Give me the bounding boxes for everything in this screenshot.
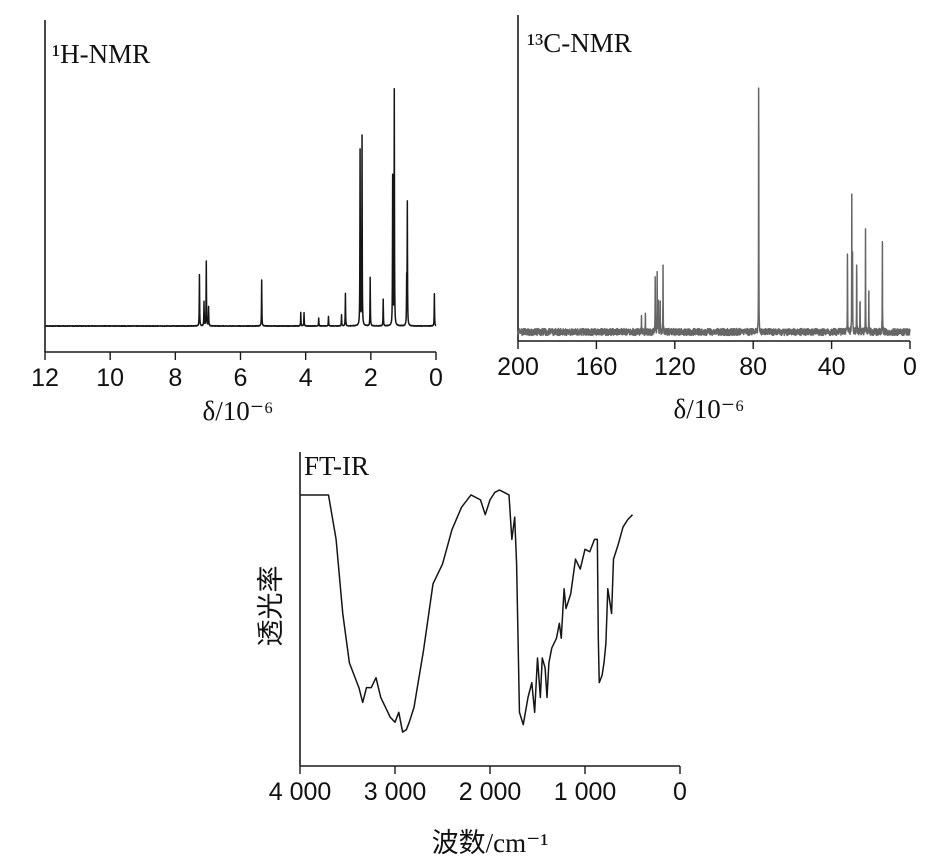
ft-ir-x-axis-label: 波数/cm⁻¹ <box>432 828 549 858</box>
ft-ir-title: FT-IR <box>304 451 369 481</box>
x-tick-label: 4 <box>299 364 313 392</box>
x-tick-label: 2 <box>364 364 378 392</box>
ft-ir-panel: FT-IR 透光率 波数/cm⁻¹ 4 000 3 000 2 000 1 000 0 <box>240 430 710 863</box>
h-nmr-title: ¹H-NMR <box>52 39 150 69</box>
x-tick-label: 120 <box>654 353 696 381</box>
ft-ir-spectrum-trace <box>300 489 634 733</box>
c-nmr-x-axis-label: δ/10⁻⁶ <box>674 394 745 424</box>
x-tick-label: 0 <box>429 364 443 392</box>
x-tick-label: 1 000 <box>554 778 617 806</box>
h-nmr-panel: ¹H-NMR δ/10⁻⁶ 12 10 8 6 4 2 0 <box>0 0 470 430</box>
x-tick-label: 6 <box>234 364 248 392</box>
h-nmr-x-axis-label: δ/10⁻⁶ <box>203 396 274 426</box>
x-tick-label: 200 <box>497 353 539 381</box>
ft-ir-y-axis-label: 透光率 <box>256 566 286 647</box>
x-tick-label: 160 <box>576 353 618 381</box>
x-tick-label: 10 <box>96 364 124 392</box>
h-nmr-chart: ¹H-NMR δ/10⁻⁶ 12 10 8 6 4 2 0 <box>31 20 443 426</box>
x-tick-label: 4 000 <box>269 778 332 806</box>
c-nmr-spectrum-trace <box>517 87 911 337</box>
x-tick-label: 80 <box>739 353 767 381</box>
x-tick-label: 0 <box>673 778 687 806</box>
c-nmr-title: ¹³C-NMR <box>527 28 632 58</box>
h-nmr-spectrum-trace <box>44 88 437 328</box>
x-tick-label: 3 000 <box>364 778 427 806</box>
x-tick-label: 12 <box>31 364 59 392</box>
x-tick-label: 8 <box>168 364 182 392</box>
x-tick-label: 0 <box>903 353 917 381</box>
x-tick-label: 2 000 <box>459 778 522 806</box>
c-nmr-panel: ¹³C-NMR δ/10⁻⁶ 200 160 120 80 40 0 <box>470 0 945 430</box>
x-tick-label: 40 <box>818 353 846 381</box>
ft-ir-chart: FT-IR 透光率 波数/cm⁻¹ 4 000 3 000 2 000 1 000 0 <box>256 451 687 858</box>
c-nmr-chart: ¹³C-NMR δ/10⁻⁶ 200 160 120 80 40 0 <box>497 15 917 424</box>
